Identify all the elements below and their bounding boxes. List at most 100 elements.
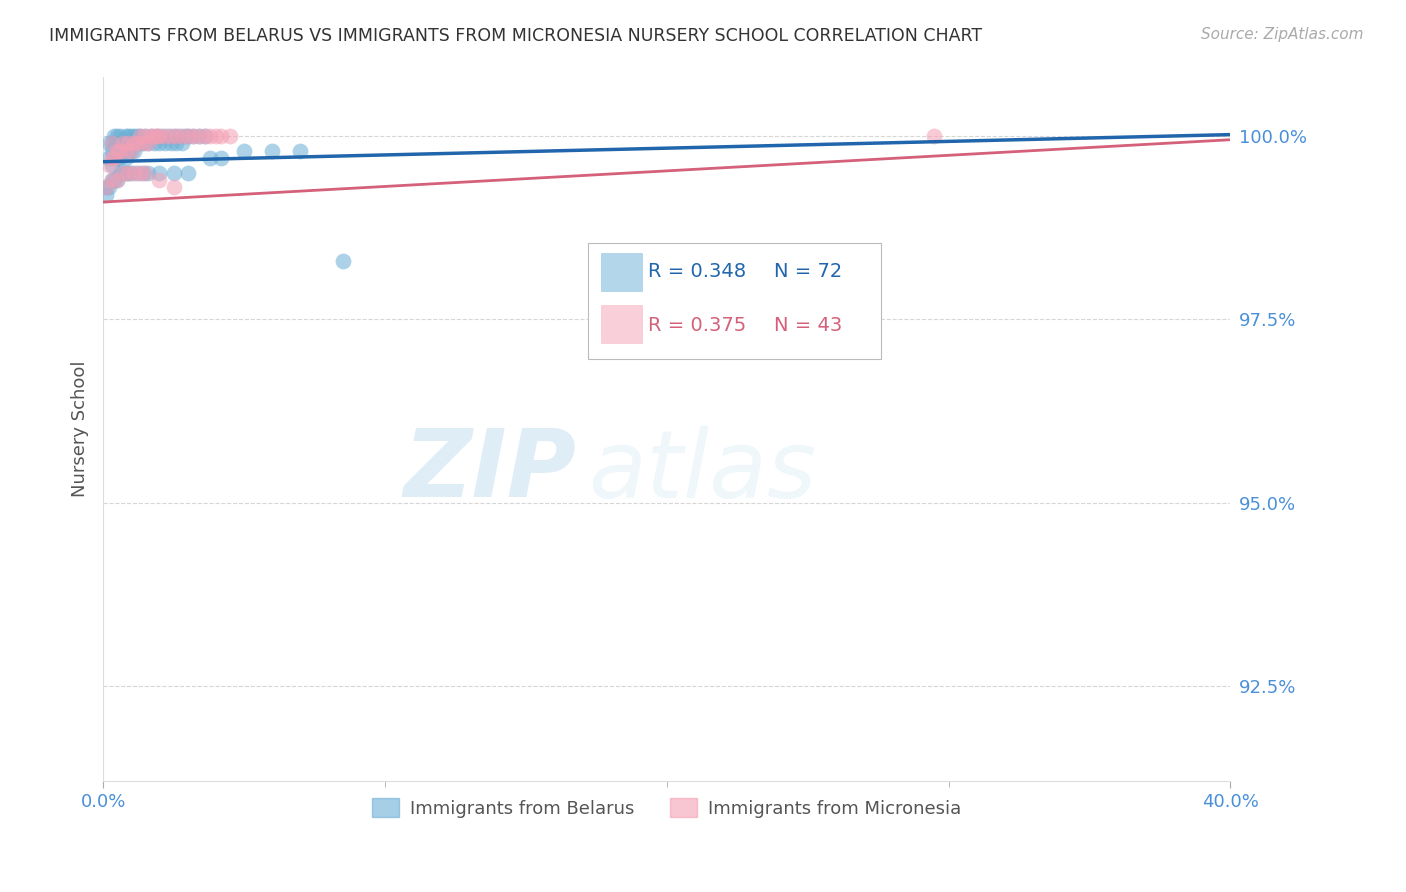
Point [103, 129, 125, 144]
Point [139, 129, 162, 144]
Point [125, 136, 148, 151]
Point [117, 136, 139, 151]
Point [173, 129, 195, 144]
Point [120, 129, 142, 144]
Point [120, 144, 142, 158]
Point [128, 129, 150, 144]
Point [111, 166, 134, 180]
Point [114, 144, 136, 158]
Point [111, 136, 134, 151]
Text: R = 0.348: R = 0.348 [648, 262, 745, 281]
Point [105, 173, 128, 187]
Point [136, 166, 159, 180]
Point [332, 253, 354, 268]
Point [105, 173, 128, 187]
Point [170, 136, 193, 151]
Point [153, 136, 176, 151]
Point [100, 173, 122, 187]
FancyBboxPatch shape [602, 305, 643, 343]
Point [128, 166, 150, 180]
Point [170, 129, 193, 144]
Point [125, 129, 148, 144]
Point [187, 129, 209, 144]
Point [134, 166, 156, 180]
Point [145, 129, 167, 144]
Point [122, 144, 145, 158]
Point [122, 136, 145, 151]
Text: Source: ZipAtlas.com: Source: ZipAtlas.com [1201, 27, 1364, 42]
Point [117, 166, 139, 180]
Point [117, 166, 139, 180]
Point [162, 166, 184, 180]
Point [122, 166, 145, 180]
Point [97, 136, 120, 151]
Point [142, 136, 165, 151]
Point [94, 180, 117, 194]
Point [924, 129, 946, 144]
Point [194, 129, 217, 144]
Point [94, 180, 117, 194]
Point [108, 166, 131, 180]
FancyBboxPatch shape [602, 252, 643, 291]
Text: IMMIGRANTS FROM BELARUS VS IMMIGRANTS FROM MICRONESIA NURSERY SCHOOL CORRELATION: IMMIGRANTS FROM BELARUS VS IMMIGRANTS FR… [49, 27, 983, 45]
Point [150, 129, 173, 144]
Point [100, 144, 122, 158]
Point [162, 180, 184, 194]
Point [148, 166, 170, 180]
Point [114, 166, 136, 180]
Point [233, 144, 256, 158]
Point [103, 173, 125, 187]
Point [103, 151, 125, 165]
Point [134, 129, 156, 144]
Point [139, 129, 162, 144]
Point [100, 158, 122, 172]
Point [128, 129, 150, 144]
Point [200, 129, 222, 144]
Point [105, 151, 128, 165]
Point [142, 129, 165, 144]
Point [211, 151, 233, 165]
Point [100, 136, 122, 151]
Point [176, 129, 198, 144]
Point [131, 136, 153, 151]
Point [105, 144, 128, 158]
Point [111, 144, 134, 158]
Text: N = 43: N = 43 [773, 316, 842, 334]
Point [97, 158, 120, 172]
Point [165, 136, 187, 151]
Point [122, 129, 145, 144]
Point [97, 151, 120, 165]
Point [136, 136, 159, 151]
Text: ZIP: ZIP [404, 425, 576, 517]
Point [205, 129, 228, 144]
Point [159, 136, 181, 151]
Point [108, 144, 131, 158]
Point [156, 129, 179, 144]
Point [94, 187, 117, 202]
Point [117, 129, 139, 144]
Point [131, 136, 153, 151]
Point [194, 129, 217, 144]
Point [114, 129, 136, 144]
Point [262, 144, 284, 158]
Point [103, 136, 125, 151]
Point [117, 144, 139, 158]
Point [162, 129, 184, 144]
Point [200, 151, 222, 165]
Point [181, 129, 204, 144]
Point [148, 173, 170, 187]
Point [114, 136, 136, 151]
Point [100, 173, 122, 187]
Point [148, 129, 170, 144]
Point [105, 136, 128, 151]
Point [100, 151, 122, 165]
Y-axis label: Nursery School: Nursery School [72, 361, 89, 498]
Point [165, 129, 187, 144]
Point [108, 129, 131, 144]
Point [134, 129, 156, 144]
Point [176, 166, 198, 180]
Point [97, 180, 120, 194]
Point [159, 129, 181, 144]
Point [145, 129, 167, 144]
Point [219, 129, 242, 144]
